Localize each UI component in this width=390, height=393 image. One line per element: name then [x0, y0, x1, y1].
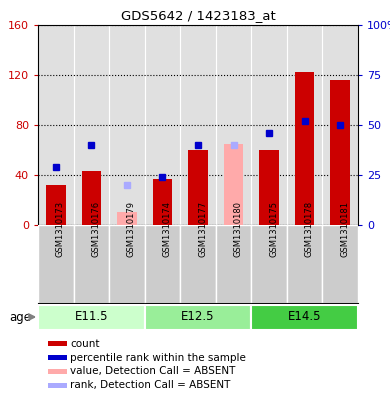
Bar	[74, 225, 109, 303]
Text: E11.5: E11.5	[74, 310, 108, 323]
Text: age: age	[9, 310, 31, 323]
Bar	[109, 225, 145, 303]
Bar	[180, 225, 216, 303]
Bar	[251, 25, 287, 225]
Bar	[38, 25, 74, 225]
Text: GSM1310180: GSM1310180	[234, 201, 243, 257]
FancyBboxPatch shape	[38, 305, 145, 330]
Text: E14.5: E14.5	[288, 310, 321, 323]
Text: E12.5: E12.5	[181, 310, 215, 323]
Bar	[145, 25, 180, 225]
FancyBboxPatch shape	[145, 305, 251, 330]
FancyBboxPatch shape	[251, 305, 358, 330]
Text: value, Detection Call = ABSENT: value, Detection Call = ABSENT	[70, 366, 236, 376]
Bar	[180, 25, 216, 225]
Text: GSM1310181: GSM1310181	[340, 201, 349, 257]
Text: GSM1310177: GSM1310177	[198, 201, 207, 257]
Bar	[117, 213, 136, 225]
Bar	[145, 225, 180, 303]
Bar	[330, 80, 350, 225]
Text: GSM1310174: GSM1310174	[163, 201, 172, 257]
Bar	[251, 225, 287, 303]
Bar	[323, 25, 358, 225]
Text: GSM1310178: GSM1310178	[305, 201, 314, 257]
Text: GSM1310173: GSM1310173	[56, 201, 65, 257]
Text: GSM1310175: GSM1310175	[269, 201, 278, 257]
Text: count: count	[70, 339, 100, 349]
Bar	[74, 25, 109, 225]
Bar	[48, 342, 67, 346]
Bar	[216, 25, 251, 225]
Bar	[48, 355, 67, 360]
Bar	[48, 369, 67, 374]
Title: GDS5642 / 1423183_at: GDS5642 / 1423183_at	[121, 9, 275, 22]
Bar	[48, 383, 67, 387]
Text: percentile rank within the sample: percentile rank within the sample	[70, 353, 246, 363]
Bar	[323, 225, 358, 303]
Bar	[188, 150, 208, 225]
Bar	[38, 225, 74, 303]
Text: GSM1310176: GSM1310176	[91, 201, 100, 257]
Bar	[82, 171, 101, 225]
Bar	[287, 225, 323, 303]
Bar	[259, 150, 279, 225]
Text: GSM1310179: GSM1310179	[127, 201, 136, 257]
Bar	[216, 225, 251, 303]
Bar	[224, 144, 243, 225]
Bar	[287, 25, 323, 225]
Bar	[109, 25, 145, 225]
Bar	[46, 185, 66, 225]
Text: rank, Detection Call = ABSENT: rank, Detection Call = ABSENT	[70, 380, 230, 390]
Bar	[295, 72, 314, 225]
Bar	[152, 179, 172, 225]
